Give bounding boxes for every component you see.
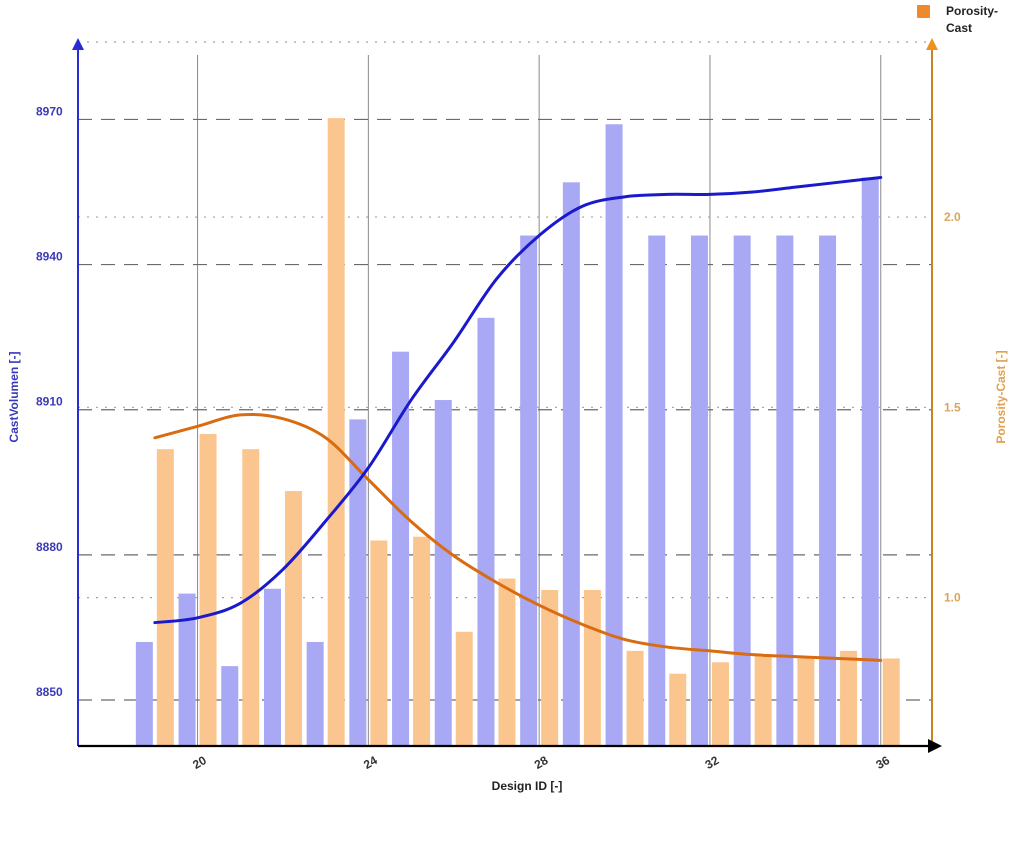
castvolumen-bar xyxy=(861,177,879,746)
x-axis-arrow xyxy=(928,739,942,753)
left-tick-label: 8940 xyxy=(36,250,63,264)
porosity-bar xyxy=(498,578,516,746)
legend[interactable]: Porosity- Cast xyxy=(917,4,998,35)
porosity-bar xyxy=(370,540,388,746)
porosity-bar xyxy=(626,650,644,746)
left-tick-label: 8970 xyxy=(36,104,63,118)
x-tick-label: 36 xyxy=(873,753,892,772)
right-axis-arrow xyxy=(926,38,938,50)
castvolumen-bar xyxy=(135,641,153,746)
tick-labels: 8850 8880 8910 8940 8970 1.0 1.5 2.0 20 24 28 32 36 xyxy=(36,104,961,772)
porosity-bar xyxy=(711,662,729,746)
castvolumen-bar xyxy=(776,235,794,746)
porosity-bar xyxy=(583,589,601,746)
left-axis-title: CastVolumen [-] xyxy=(7,351,21,442)
legend-swatch-porosity xyxy=(917,5,930,18)
legend-label-part: Cast xyxy=(946,21,972,35)
castvolumen-bar xyxy=(477,317,495,746)
porosity-bar xyxy=(669,673,687,746)
porosity-bar xyxy=(754,654,772,746)
porosity-bar xyxy=(541,589,559,746)
castvolumen-bar xyxy=(648,235,666,746)
porosity-bar xyxy=(797,658,815,746)
right-axis-title: Porosity-Cast [-] xyxy=(994,350,1008,443)
legend-label-porosity: Porosity- Cast xyxy=(946,4,998,35)
porosity-bar xyxy=(156,449,174,746)
x-axis-title: Design ID [-] xyxy=(492,779,563,793)
porosity-trend-line xyxy=(153,412,883,662)
right-tick-label: 2.0 xyxy=(944,210,961,224)
legend-label-part: Porosity- xyxy=(946,4,998,18)
porosity-bar xyxy=(840,650,858,746)
castvolumen-bar xyxy=(434,400,452,746)
x-tick-label: 24 xyxy=(361,753,380,772)
castvolumen-bar xyxy=(690,235,708,746)
x-tick-label: 20 xyxy=(190,753,209,772)
porosity-bar xyxy=(284,491,302,746)
castvolumen-bar xyxy=(392,351,410,746)
castvolumen-bar xyxy=(733,235,751,746)
castvolumen-bar xyxy=(520,235,538,746)
castvolumen-bar xyxy=(306,641,324,746)
porosity-bar xyxy=(413,536,431,746)
castvolumen-trend-line xyxy=(153,175,883,625)
bar-series xyxy=(135,118,900,747)
castvolumen-bar xyxy=(349,419,367,746)
castvolumen-bar xyxy=(221,666,239,746)
castvolumen-bar xyxy=(819,235,837,746)
left-axis-arrow xyxy=(72,38,84,50)
porosity-bar xyxy=(199,433,217,746)
right-tick-label: 1.5 xyxy=(944,400,961,414)
porosity-bar xyxy=(455,631,473,746)
x-tick-label: 28 xyxy=(532,753,551,772)
axes xyxy=(72,38,942,753)
castvolumen-bar xyxy=(263,588,281,746)
left-tick-label: 8880 xyxy=(36,540,63,554)
right-tick-label: 1.0 xyxy=(944,591,961,605)
porosity-bar xyxy=(882,658,900,746)
line-series xyxy=(153,175,883,662)
left-tick-label: 8910 xyxy=(36,395,63,409)
porosity-bar xyxy=(327,118,345,747)
left-tick-label: 8850 xyxy=(36,685,63,699)
castvolumen-bar xyxy=(562,182,580,746)
castvolumen-bar xyxy=(605,124,623,747)
castvolumen-bar xyxy=(178,593,196,746)
x-tick-label: 32 xyxy=(703,753,722,772)
